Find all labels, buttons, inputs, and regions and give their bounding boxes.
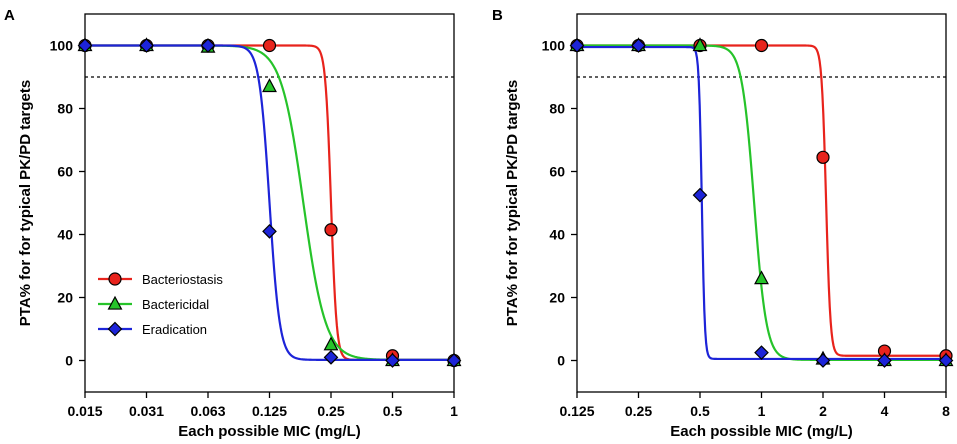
legend-label: Eradication [142, 322, 207, 337]
legend-marker [107, 321, 123, 337]
fit-curve-eradication [577, 45, 946, 361]
x-tick-label: 8 [942, 403, 950, 419]
x-tick-label: 4 [881, 403, 889, 419]
data-point-eradication [877, 353, 892, 368]
y-tick-label: 0 [557, 353, 565, 369]
y-tick-label: 100 [50, 38, 74, 54]
data-point-bactericidal [754, 270, 769, 285]
panel-b: B 0 20 40 60 80 100 0.125 0.25 0.5 1 2 4 8 Each possib… [492, 7, 954, 440]
data-point-eradication [262, 224, 277, 239]
panel-label: B [492, 7, 503, 24]
panel-label: A [4, 7, 15, 24]
x-tick-label: 0.125 [559, 403, 594, 419]
data-point-eradication [938, 353, 954, 368]
data-point-eradication [815, 353, 831, 368]
x-tick-label: 2 [819, 403, 827, 419]
x-tick-label: 0.25 [625, 403, 652, 419]
plot-frame [576, 13, 947, 393]
x-tick-label: 0.015 [67, 403, 102, 419]
panel-a: A 0 20 40 60 80 100 0.015 0.031 0.063 0.125 0.25 0.5… [4, 7, 462, 440]
fit-curve-bacteriostasis [577, 44, 946, 357]
x-axis-title: Each possible MIC (mg/L) [178, 423, 361, 440]
legend-label: Bactericidal [142, 297, 209, 312]
x-tick-label: 0.031 [129, 403, 164, 419]
data-point-eradication [200, 38, 216, 53]
y-tick-label: 80 [57, 101, 73, 117]
data-point-eradication [77, 38, 93, 53]
x-tick-label: 1 [758, 403, 766, 419]
data-point-bactericidal [692, 37, 708, 52]
data-point-bactericidal [262, 78, 277, 93]
x-tick-label: 0.063 [190, 403, 225, 419]
data-point-bacteriostasis [324, 223, 338, 237]
x-axis-title: Each possible MIC (mg/L) [670, 423, 853, 440]
data-point-eradication [385, 353, 400, 368]
data-point-bacteriostasis [754, 38, 769, 53]
y-tick-label: 40 [549, 227, 565, 243]
data-point-eradication [569, 38, 585, 53]
x-tick-label: 0.125 [252, 403, 287, 419]
legend-label: Bacteriostasis [142, 272, 223, 287]
data-point-bactericidal [323, 336, 339, 351]
y-axis-title: PTA% for for typical PK/PD targets [504, 80, 521, 326]
fit-curve-bactericidal [577, 44, 946, 361]
data-point-bacteriostasis [816, 150, 830, 164]
y-tick-label: 80 [549, 101, 565, 117]
fit-curve-eradication [85, 44, 454, 361]
x-tick-label: 0.25 [317, 403, 344, 419]
x-tick-label: 0.5 [690, 403, 710, 419]
y-axis-title: PTA% for for typical PK/PD targets [17, 80, 34, 326]
y-tick-label: 20 [549, 290, 565, 306]
legend-marker [108, 272, 122, 286]
y-tick-label: 60 [549, 164, 565, 180]
data-point-eradication [692, 187, 708, 203]
y-tick-label: 100 [542, 38, 566, 54]
legend-marker [107, 295, 123, 310]
data-point-eradication [446, 353, 462, 368]
x-tick-label: 1 [450, 403, 458, 419]
y-tick-label: 40 [57, 227, 73, 243]
data-point-eradication [323, 350, 339, 365]
data-point-eradication [754, 345, 769, 360]
data-point-eradication [631, 38, 646, 53]
data-point-bacteriostasis [262, 38, 277, 53]
data-point-eradication [139, 38, 154, 53]
y-tick-label: 0 [65, 353, 73, 369]
y-tick-label: 20 [57, 290, 73, 306]
y-tick-label: 60 [57, 164, 73, 180]
x-tick-label: 0.5 [383, 403, 403, 419]
